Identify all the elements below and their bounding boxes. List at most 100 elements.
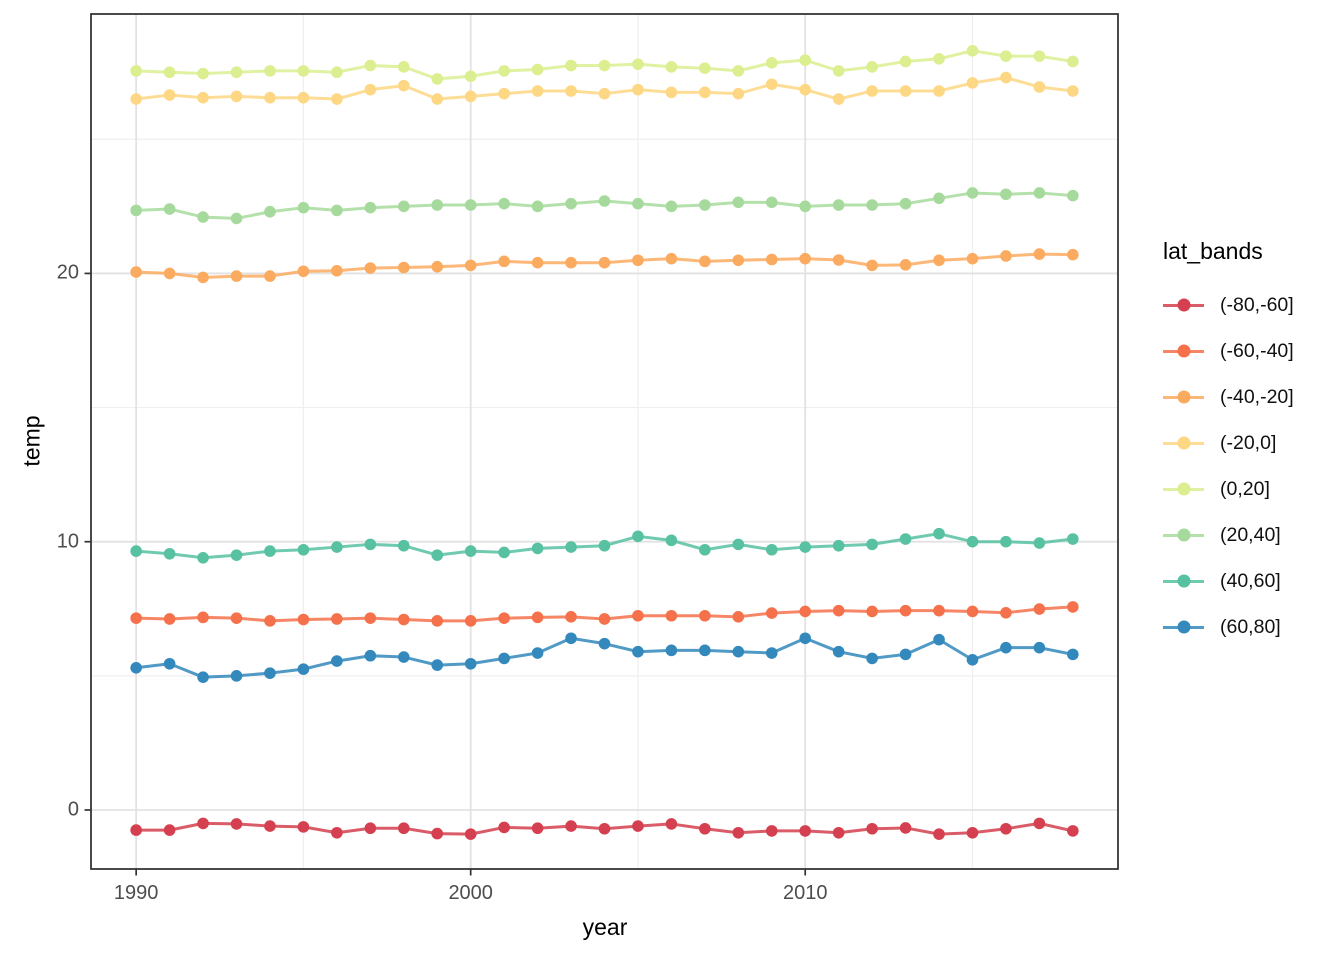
data-point (331, 541, 343, 553)
data-point (899, 533, 912, 545)
data-point (699, 199, 711, 211)
x-tick-label: 1990 (113, 882, 159, 904)
y-axis-title: temp (18, 415, 45, 467)
data-point (264, 270, 276, 282)
data-point (1033, 603, 1046, 615)
data-point (632, 645, 644, 658)
data-point (899, 197, 912, 210)
data-point (699, 822, 711, 835)
data-point (297, 265, 310, 278)
data-point (464, 828, 477, 840)
data-point (297, 91, 310, 104)
legend-key-dot (1177, 574, 1190, 588)
legend-item-label: (60,80] (1220, 615, 1281, 638)
data-point (464, 545, 477, 557)
data-point (531, 822, 544, 835)
data-point (264, 615, 276, 627)
legend-item-label: (0,20] (1220, 477, 1270, 500)
legend-item-1: (-60,-40] (1163, 328, 1333, 374)
data-point (1067, 55, 1079, 68)
data-point (665, 200, 678, 213)
data-point (933, 85, 945, 97)
data-point (665, 609, 678, 622)
data-point (799, 83, 812, 96)
data-point (130, 65, 142, 77)
data-point (397, 261, 410, 274)
data-point (331, 613, 343, 625)
data-point (431, 73, 444, 85)
data-point (1033, 537, 1046, 549)
data-point (264, 667, 276, 679)
data-point (531, 85, 544, 97)
data-point (297, 543, 310, 556)
data-point (1033, 187, 1046, 199)
data-point (632, 609, 644, 622)
data-point (966, 187, 979, 199)
data-point (498, 821, 510, 834)
legend-key-dot (1177, 482, 1190, 496)
data-point (598, 256, 611, 269)
data-point (765, 196, 778, 209)
data-point (732, 538, 745, 551)
data-point (464, 657, 477, 670)
data-point (331, 93, 343, 105)
data-point (1067, 648, 1079, 661)
data-point (765, 647, 778, 659)
data-point (197, 611, 209, 624)
data-point (966, 826, 979, 839)
legend-key-dot (1177, 344, 1190, 358)
data-point (130, 824, 142, 836)
data-point (498, 65, 510, 77)
data-point (966, 653, 979, 666)
data-point (1033, 817, 1046, 830)
data-point (197, 271, 209, 284)
panel-background (91, 14, 1118, 869)
data-point (866, 85, 878, 97)
data-point (699, 255, 711, 268)
data-point (364, 612, 377, 624)
data-point (765, 78, 778, 91)
data-point (1067, 601, 1079, 613)
legend-key-icon (1163, 482, 1204, 496)
data-point (130, 612, 142, 624)
data-point (397, 79, 410, 92)
legend-item-0: (-80,-60] (1163, 282, 1333, 328)
legend-item-7: (60,80] (1163, 604, 1333, 650)
data-point (163, 613, 176, 625)
data-point (230, 90, 243, 103)
data-point (397, 613, 410, 626)
data-point (832, 254, 845, 266)
legend-key-icon (1163, 620, 1204, 634)
data-point (1033, 641, 1046, 654)
data-point (899, 822, 912, 834)
data-point (197, 551, 209, 564)
y-tick-label: 10 (56, 530, 79, 553)
data-point (1000, 250, 1012, 262)
data-point (598, 87, 611, 100)
data-point (899, 55, 912, 68)
data-point (331, 264, 343, 277)
legend-item-4: (0,20] (1163, 466, 1333, 512)
data-point (832, 604, 845, 617)
data-point (598, 539, 611, 552)
data-point (933, 192, 945, 205)
data-point (665, 534, 678, 547)
legend-key-icon (1163, 390, 1204, 404)
data-point (364, 262, 377, 274)
data-point (632, 83, 644, 96)
data-point (364, 59, 377, 72)
data-point (1000, 822, 1012, 835)
data-point (431, 827, 444, 840)
data-point (397, 822, 410, 835)
data-point (498, 255, 510, 268)
data-point (565, 632, 577, 645)
legend-key-dot (1177, 528, 1190, 542)
data-point (531, 647, 544, 659)
data-point (1033, 248, 1046, 260)
data-point (632, 530, 644, 543)
data-point (1067, 85, 1079, 97)
data-point (397, 200, 410, 213)
data-point (799, 632, 812, 645)
data-point (264, 91, 276, 104)
data-point (966, 77, 979, 89)
